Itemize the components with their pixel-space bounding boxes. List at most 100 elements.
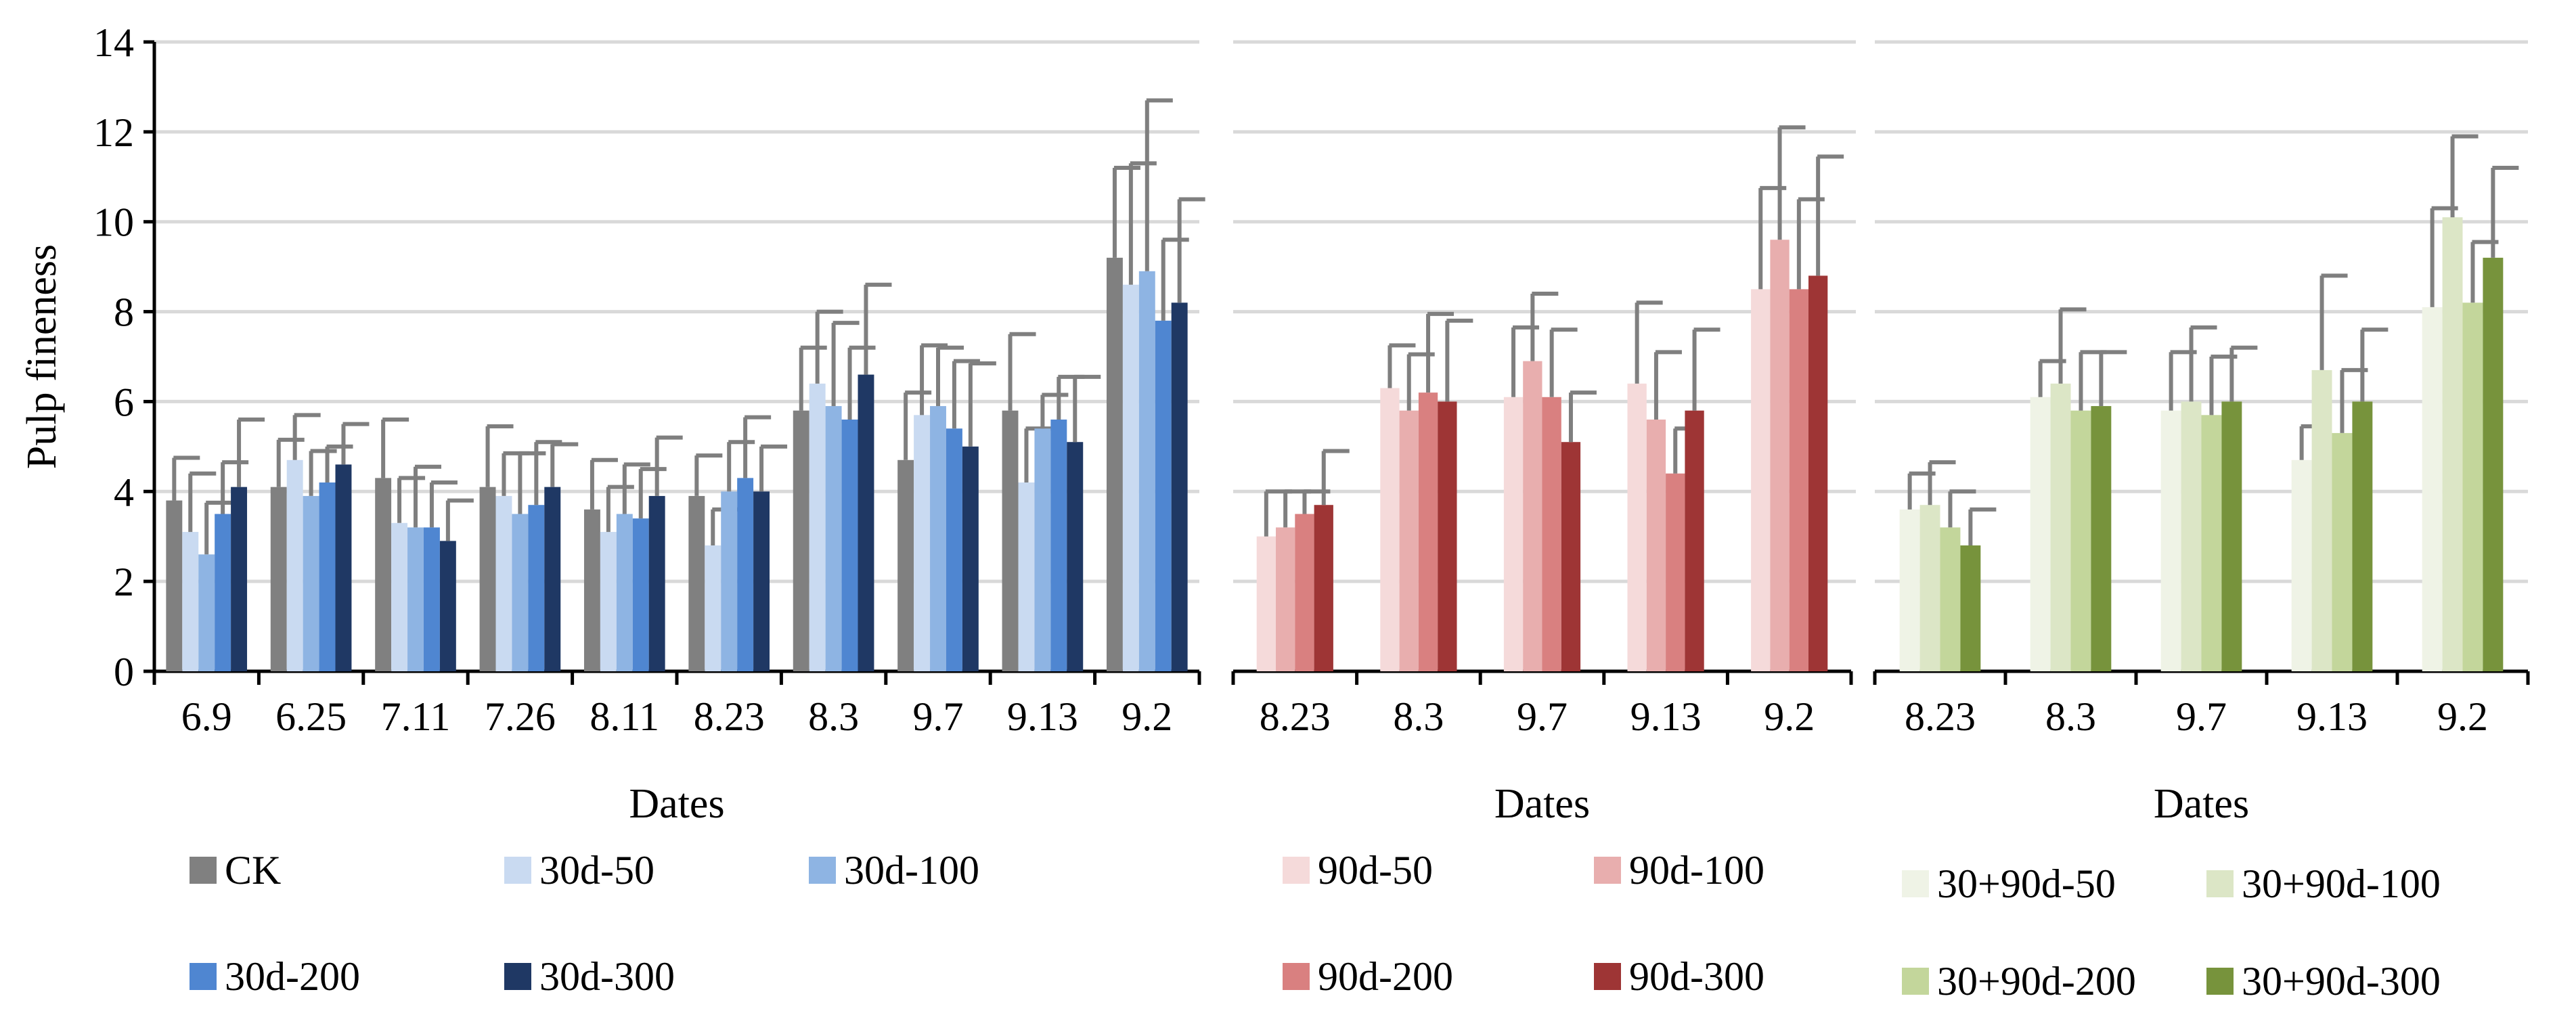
bar (1106, 257, 1123, 671)
legend-label: 30+90d-100 (2242, 861, 2441, 906)
bar (809, 383, 826, 671)
bar (1067, 442, 1084, 671)
legend-swatch (190, 857, 217, 884)
bar (303, 495, 319, 671)
bar (335, 464, 352, 671)
x-tick-label: 9.13 (1007, 694, 1078, 739)
bar (632, 518, 649, 671)
legend-label: 90d-100 (1629, 848, 1764, 893)
y-tick-label: 2 (114, 560, 134, 604)
x-tick-label: 6.9 (181, 694, 232, 739)
bar (1002, 410, 1019, 671)
x-tick-label: 7.11 (381, 694, 451, 739)
bar (705, 545, 721, 671)
legend-swatch (1902, 870, 1929, 897)
bar (512, 514, 529, 671)
legend-label: 30d-50 (539, 848, 654, 893)
bar (914, 415, 931, 671)
bar (962, 446, 979, 671)
bar (2221, 401, 2242, 671)
bar (2483, 257, 2504, 671)
bar (1899, 509, 1920, 671)
legend-swatch (1902, 968, 1929, 995)
bar (1789, 289, 1809, 671)
bar (1919, 505, 1940, 671)
bar (1770, 240, 1790, 671)
legend-swatch (1594, 857, 1621, 884)
bar (1418, 392, 1438, 671)
bar (2050, 383, 2071, 671)
bar (946, 428, 962, 671)
bar (841, 420, 858, 671)
legend-label: 90d-300 (1629, 954, 1764, 999)
bar (2311, 369, 2332, 671)
bar (2181, 401, 2202, 671)
x-tick-label: 9.2 (2437, 694, 2488, 739)
bar (2201, 415, 2222, 671)
bar (1561, 442, 1581, 671)
bar (198, 554, 215, 671)
bar (2332, 432, 2353, 671)
legend-label: 30d-200 (225, 954, 360, 999)
bar (737, 478, 754, 671)
y-tick-label: 0 (114, 650, 134, 694)
legend-label: 30+90d-200 (1937, 959, 2136, 1004)
bar (1122, 284, 1139, 671)
x-tick-label: 8.3 (1393, 694, 1444, 739)
legend-swatch (504, 963, 531, 990)
bar (2160, 410, 2181, 671)
bar (1523, 361, 1542, 671)
y-tick-label: 4 (114, 470, 134, 514)
legend-label: 90d-200 (1318, 954, 1453, 999)
x-tick-label: 9.7 (1517, 694, 1568, 739)
bar (2352, 401, 2373, 671)
bar (319, 482, 336, 671)
y-tick-label: 6 (114, 380, 134, 424)
bar (1646, 420, 1666, 671)
x-tick-label: 8.11 (590, 694, 659, 739)
x-tick-label: 9.2 (1764, 694, 1815, 739)
x-axis-title: Dates (2154, 781, 2249, 827)
x-axis-title: Dates (629, 781, 724, 827)
bar (1018, 482, 1035, 671)
bar (2291, 459, 2312, 671)
bar (2422, 307, 2443, 671)
x-tick-label: 9.13 (1630, 694, 1702, 739)
bar (583, 509, 600, 671)
x-tick-label: 8.23 (1905, 694, 1976, 739)
bar (648, 495, 665, 671)
bar (2070, 410, 2091, 671)
bar (2091, 406, 2112, 671)
x-tick-label: 8.3 (2045, 694, 2096, 739)
bar (2462, 302, 2483, 671)
legend-swatch (1283, 963, 1310, 990)
bar (1275, 527, 1295, 671)
bar (182, 532, 199, 671)
legend-label: 30d-100 (844, 848, 979, 893)
bar (495, 495, 512, 671)
bar (270, 487, 287, 671)
legend-label: CK (225, 848, 281, 893)
bar (1050, 420, 1067, 671)
bar (858, 374, 874, 671)
legend-swatch (1283, 857, 1310, 884)
y-tick-label: 12 (93, 110, 134, 155)
bar (2030, 397, 2051, 671)
x-tick-label: 9.7 (913, 694, 964, 739)
bar (1295, 514, 1314, 671)
x-tick-label: 8.3 (808, 694, 859, 739)
bar (688, 495, 705, 671)
x-tick-label: 7.26 (485, 694, 556, 739)
bar (423, 527, 440, 671)
legend-label: 90d-50 (1318, 848, 1433, 893)
bar (897, 459, 914, 671)
bar (721, 491, 738, 671)
x-tick-label: 9.7 (2176, 694, 2227, 739)
bar (1666, 473, 1685, 671)
bar (1808, 275, 1828, 671)
legend-swatch (809, 857, 836, 884)
y-tick-label: 10 (93, 200, 134, 245)
legend-swatch (190, 963, 217, 990)
